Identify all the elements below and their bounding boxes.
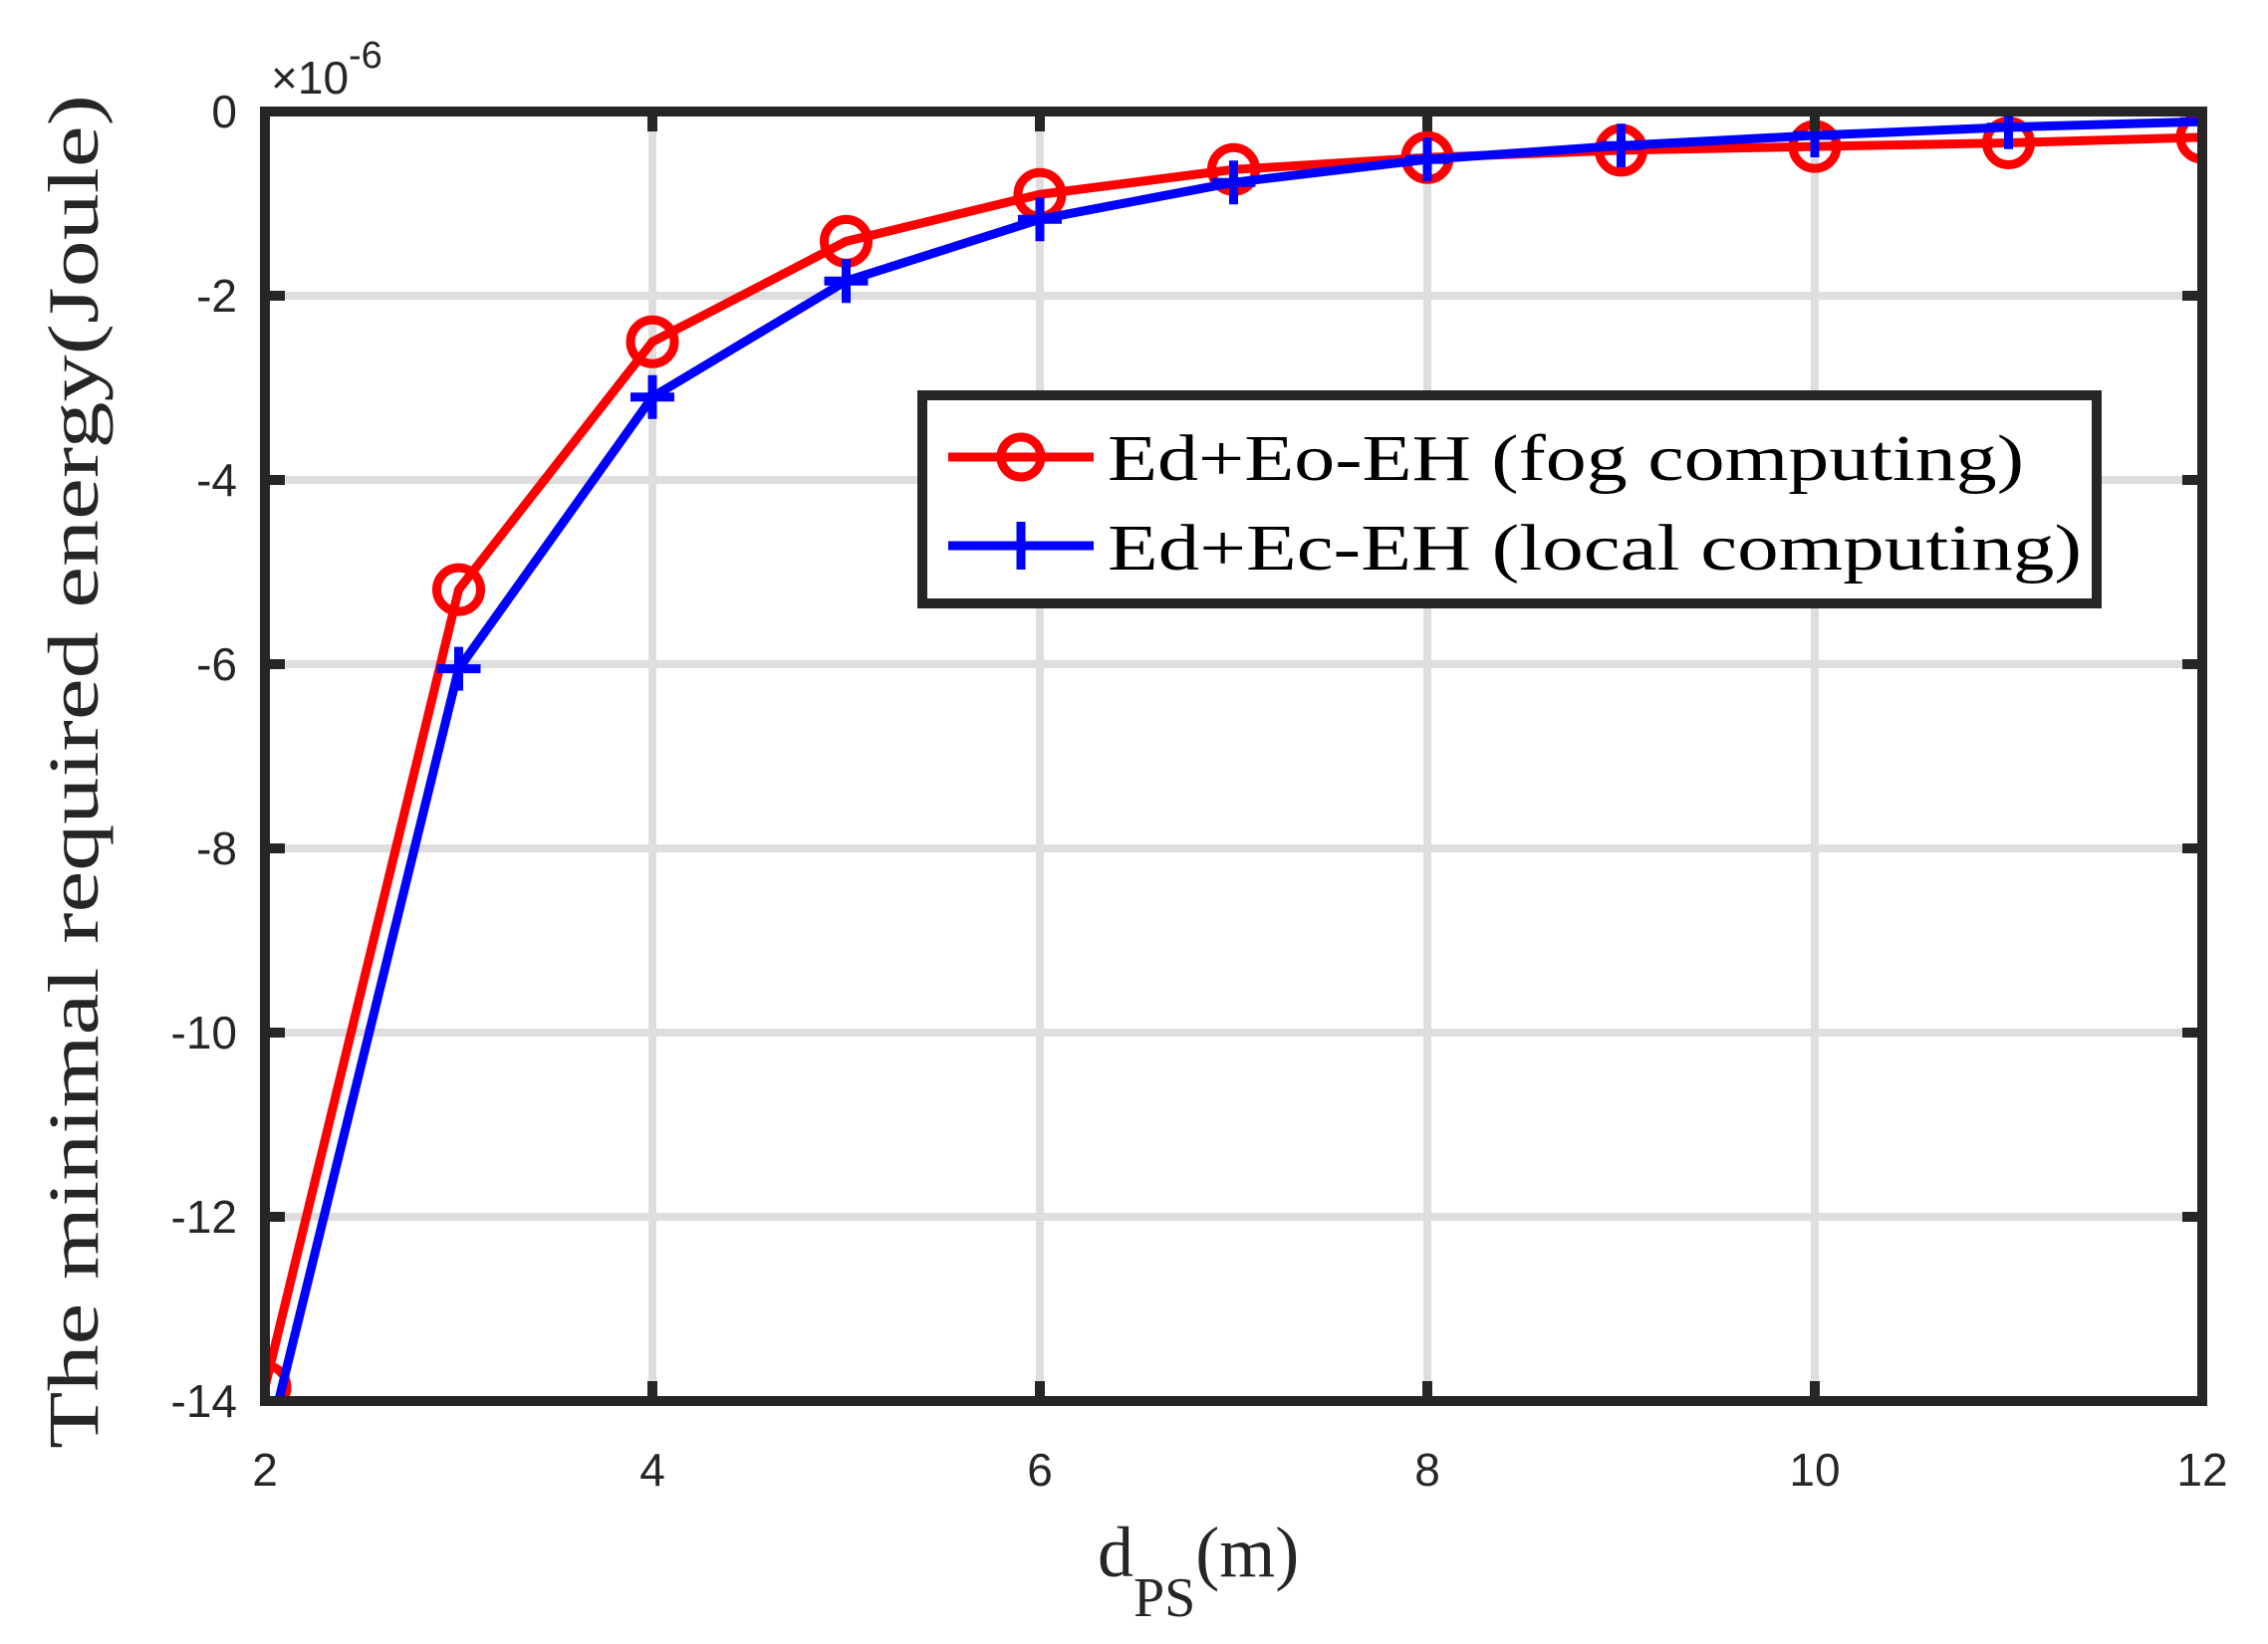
y-tick-label: -4 <box>196 454 237 506</box>
y-tick-label: -2 <box>196 270 237 322</box>
x-tick-label: 4 <box>639 1444 665 1496</box>
circle-marker-icon <box>265 1360 292 1401</box>
legend-label-fog: Ed+Eo-EH (fog computing) <box>1108 422 2024 495</box>
y-tick-label: -14 <box>171 1375 237 1427</box>
y-exponent-label: ×10-6 <box>271 35 382 104</box>
axes-box <box>260 107 2207 1406</box>
legend-label-local: Ed+Ec-EH (local computing) <box>1108 512 2082 585</box>
legend-box <box>917 390 2102 608</box>
x-tick-label: 12 <box>2176 1444 2227 1496</box>
y-tick-label: -8 <box>196 822 237 874</box>
legend-entry-local: Ed+Ec-EH (local computing) <box>948 512 2082 585</box>
x-tick-label: 6 <box>1027 1444 1053 1496</box>
y-tick-label: -10 <box>171 1007 237 1058</box>
y-tick-label: 0 <box>211 86 237 137</box>
y-tick-label: -6 <box>196 638 237 690</box>
legend: Ed+Eo-EH (fog computing) Ed+Ec-EH (local… <box>917 390 2102 608</box>
plot-frame <box>260 107 2207 1406</box>
x-tick-label: 2 <box>252 1444 278 1496</box>
data-series <box>265 112 2202 1401</box>
legend-entry-fog: Ed+Eo-EH (fog computing) <box>948 422 2024 495</box>
circle-marker-icon <box>2175 112 2202 164</box>
circle-marker-icon <box>626 315 679 368</box>
x-axis-label: dPS(m) <box>1098 1513 1299 1629</box>
circle-marker-icon <box>432 563 485 616</box>
circle-marker-icon <box>996 432 1046 482</box>
x-tick-label: 8 <box>1414 1444 1440 1496</box>
x-tick-label: 10 <box>1789 1444 1840 1496</box>
tick-labels: 2 4 6 8 10 12 0 -2 -4 -6 -8 -10 -12 -14 <box>171 86 2228 1496</box>
y-tick-label: -12 <box>171 1191 237 1243</box>
y-axis-label: The minimal required energy(Joule) <box>34 95 114 1449</box>
